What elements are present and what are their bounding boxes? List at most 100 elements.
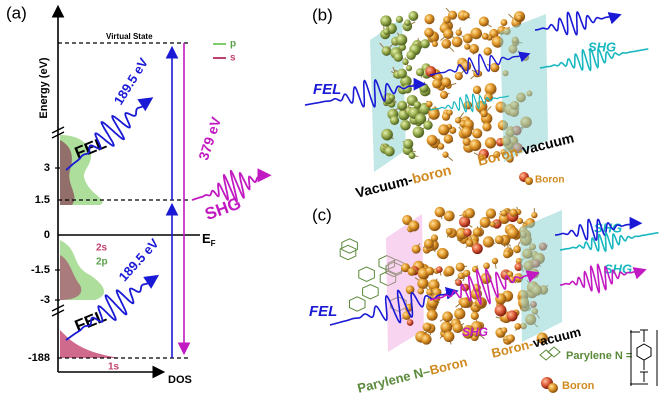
- boron-atom: [424, 239, 434, 249]
- boron-atom: [456, 262, 465, 271]
- fermi-main: E: [202, 231, 211, 246]
- boron-atom: [517, 218, 523, 224]
- boron-atom: [406, 51, 416, 61]
- beam-label: FEL: [309, 303, 337, 320]
- boron-atom: [436, 266, 443, 273]
- beam-energy: 189.5 eV: [111, 55, 151, 107]
- boron-atom: [516, 15, 522, 21]
- boron-atom: [414, 101, 421, 108]
- boron-atom: [501, 210, 508, 217]
- structure-formula: [630, 330, 657, 386]
- boron-atom: [421, 334, 431, 344]
- boron-atom: [427, 135, 438, 146]
- boron-atom: [513, 245, 521, 253]
- boron-atom: [407, 319, 414, 326]
- boron-atom: [396, 34, 408, 46]
- boron-atom: [397, 69, 407, 79]
- boron-atom: [461, 61, 471, 71]
- boron-atom: [452, 37, 463, 48]
- boron-atom: [514, 323, 521, 330]
- wave-packet: [535, 12, 619, 35]
- boron-atom: [432, 41, 438, 47]
- boron-atom: [396, 16, 403, 23]
- panel-label: (c): [312, 205, 332, 224]
- boron-atom: [509, 209, 517, 217]
- boron-atom: [440, 91, 448, 99]
- orbital-label: 2s: [96, 243, 108, 254]
- label-part: Boron-: [490, 336, 535, 361]
- fermi-sub: F: [211, 239, 216, 248]
- dos-1s: [60, 330, 120, 358]
- boron-atom: [424, 14, 434, 24]
- boron-atom: [417, 278, 428, 289]
- legend-label: Boron: [562, 380, 595, 392]
- boron-atom: [485, 137, 496, 148]
- boron-atom: [426, 101, 432, 107]
- shg-energy: 379 eV: [195, 114, 224, 162]
- boron-atom: [402, 59, 408, 65]
- boron-atom: [473, 228, 482, 237]
- orbital-label: 2p: [96, 257, 108, 268]
- tick-label: -1.5: [31, 264, 50, 276]
- boron-atom: [442, 152, 448, 158]
- boron-atom: [428, 108, 440, 120]
- label-part: Boron: [428, 354, 469, 378]
- tick-label: 0: [44, 229, 50, 241]
- boron-atom: [408, 11, 418, 21]
- boron-atom: [441, 39, 451, 49]
- boron-atom: [448, 11, 457, 20]
- axis-label: Energy (eV): [38, 57, 50, 118]
- tick-label: 3: [44, 162, 50, 174]
- boron-atom: [469, 44, 479, 54]
- boron-atom: [456, 29, 462, 35]
- boron-atom: [495, 235, 504, 244]
- boron-atom: [434, 207, 445, 218]
- boron-atom: [400, 120, 411, 131]
- boron-atom: [444, 211, 455, 222]
- boron-atom: [482, 122, 491, 131]
- boron-atom: [443, 29, 453, 39]
- boron-atom: [408, 152, 415, 159]
- boron-atom: [492, 258, 498, 264]
- boron-atom: [390, 116, 399, 125]
- boron-atom: [432, 79, 442, 89]
- boron-atom: [442, 311, 453, 322]
- legend-label: Parylene N =: [566, 350, 632, 362]
- boron-atom: [480, 110, 487, 117]
- boron-atom: [423, 323, 432, 332]
- boron-atom: [472, 128, 482, 138]
- virtual-state-label: Virtual State: [106, 32, 153, 41]
- tick-label: 1.5: [35, 194, 50, 206]
- label-part: Vacuum-: [354, 171, 415, 201]
- boron-atom: [412, 245, 421, 254]
- boron-atom: [384, 146, 394, 156]
- boron-atom: [447, 110, 453, 116]
- boron-atom: [465, 208, 475, 218]
- panel-b: (b) FEL SHG Vacuum-boron Boron-vacuum Bo…: [312, 5, 616, 200]
- panel-label: (a): [6, 3, 27, 22]
- boron-atom: [464, 44, 470, 50]
- boron-atom: [406, 65, 412, 71]
- legend-label: p: [230, 39, 236, 50]
- boron-atom: [472, 243, 483, 254]
- beam-label: FEL: [313, 81, 341, 98]
- boron-atom: [438, 124, 449, 135]
- boron-atom: [507, 227, 519, 239]
- figure: (a) Energy (eV) DOS 3 1.5 0 -1.5 -3 -188: [0, 0, 672, 407]
- tick-label: -3: [40, 294, 50, 306]
- legend-label: s: [230, 53, 236, 64]
- boron-atom: [479, 17, 489, 27]
- boron-atom: [484, 47, 492, 55]
- tick-label: -188: [28, 352, 50, 364]
- boron-atom: [444, 266, 454, 276]
- boron-atom: [470, 28, 482, 40]
- boron-atom: [473, 86, 481, 94]
- boron-atom: [455, 72, 463, 80]
- boron-atom: [408, 220, 419, 231]
- boron-atom: [413, 126, 425, 138]
- parylene-ring: [363, 285, 379, 299]
- boron-atom: [486, 208, 496, 218]
- parylene-ring: [359, 267, 375, 281]
- interface-label: Parylene N–Boron: [356, 354, 469, 396]
- boron-atom: [503, 250, 511, 258]
